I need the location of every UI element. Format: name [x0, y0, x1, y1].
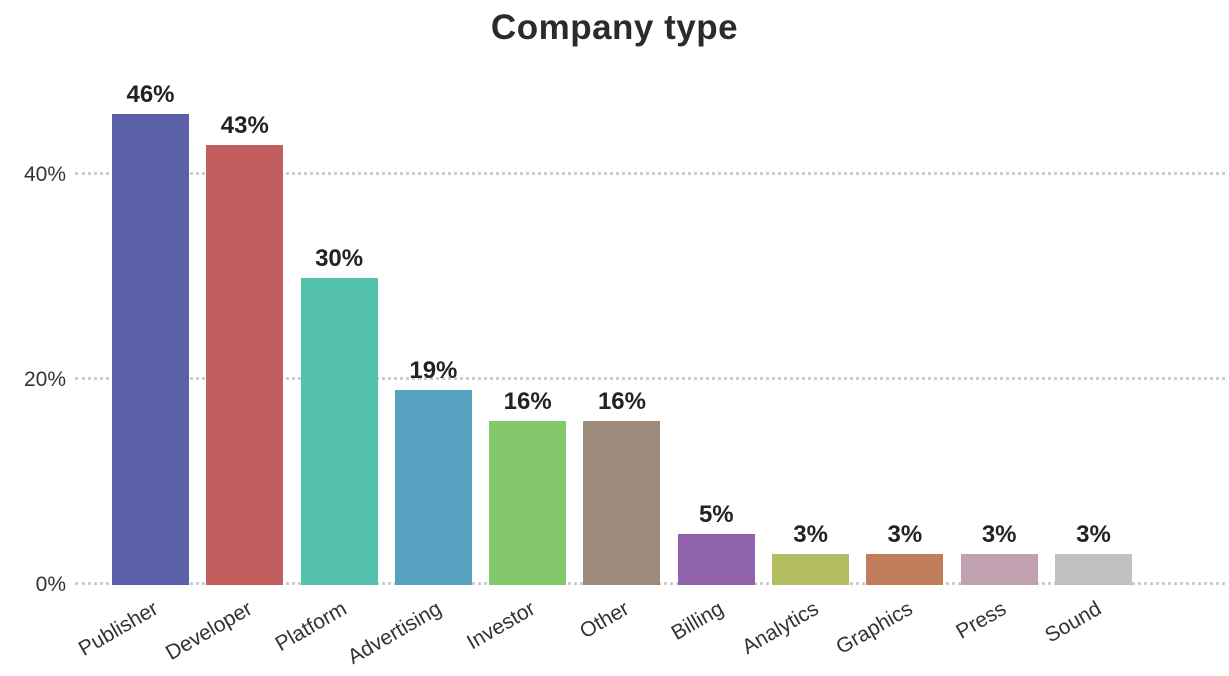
x-tick-label: Sound [1040, 597, 1105, 648]
x-tick-label: Press [952, 597, 1011, 644]
gridline [75, 172, 1225, 176]
y-tick-label: 20% [23, 368, 66, 392]
bar-value-label: 3% [793, 521, 828, 549]
bar [960, 554, 1038, 585]
bar [394, 390, 472, 585]
bar-value-label: 3% [887, 521, 923, 549]
bar-value-label: 43% [220, 111, 269, 139]
bar-column: 16% [583, 73, 661, 585]
x-tick-cell: Graphics [832, 589, 943, 674]
bar-value-label: 3% [1076, 521, 1111, 549]
bar-value-label: 16% [503, 388, 552, 416]
bar [300, 277, 378, 585]
x-tick-label: Other [576, 597, 634, 644]
bar-column: 30% [300, 73, 378, 585]
bars-container: 46% 43% 30% 19% 16% 16% 5% 3% 3% 3% 3% [112, 73, 1132, 585]
bar-column: 19% [394, 73, 472, 585]
bar [489, 421, 567, 585]
x-tick-cell: Investor [463, 589, 566, 674]
bar [112, 113, 189, 585]
x-tick-label: Investor [462, 597, 540, 655]
bar-value-label: 19% [409, 357, 458, 385]
y-tick-label: 0% [35, 573, 66, 596]
x-tick-cell: Advertising [343, 589, 472, 674]
bar [1054, 554, 1132, 585]
bar-column: 43% [206, 73, 284, 585]
bar-value-label: 16% [597, 388, 646, 416]
x-tick-label: Billing [667, 597, 728, 645]
gridline [75, 377, 1225, 381]
bar-column: 16% [489, 73, 567, 585]
bar-column: 46% [112, 73, 189, 585]
x-tick-cell: Press [953, 589, 1038, 674]
bar [772, 554, 850, 585]
bar-column: 3% [960, 73, 1038, 585]
bar-column: 3% [866, 73, 944, 585]
bar [583, 421, 661, 585]
bar [206, 144, 284, 585]
chart-title: Company type [490, 8, 739, 47]
x-axis-tick-labels: Publisher Developer Platform Advertising Inv… [75, 589, 1132, 674]
bar-value-label: 46% [126, 80, 175, 108]
bar [866, 554, 944, 585]
bar-column: 3% [1054, 73, 1132, 585]
x-tick-cell: Billing [668, 589, 755, 674]
bar-column: 3% [772, 73, 850, 585]
x-tick-label: Platform [271, 597, 351, 657]
x-tick-cell: Other [576, 589, 660, 674]
x-tick-label: Publisher [74, 597, 162, 661]
x-tick-cell: Analytics [738, 589, 849, 674]
y-tick-label: 40% [23, 163, 66, 187]
x-tick-cell: Developer [162, 589, 283, 674]
bar-column: 5% [677, 73, 755, 585]
bar [677, 533, 755, 585]
bar-value-label: 5% [698, 500, 734, 528]
bar-value-label: 3% [981, 521, 1017, 549]
y-axis-tick-labels: 0% 20% 40% [0, 73, 66, 596]
bar-value-label: 30% [315, 244, 364, 272]
x-tick-cell: Sound [1041, 589, 1132, 674]
